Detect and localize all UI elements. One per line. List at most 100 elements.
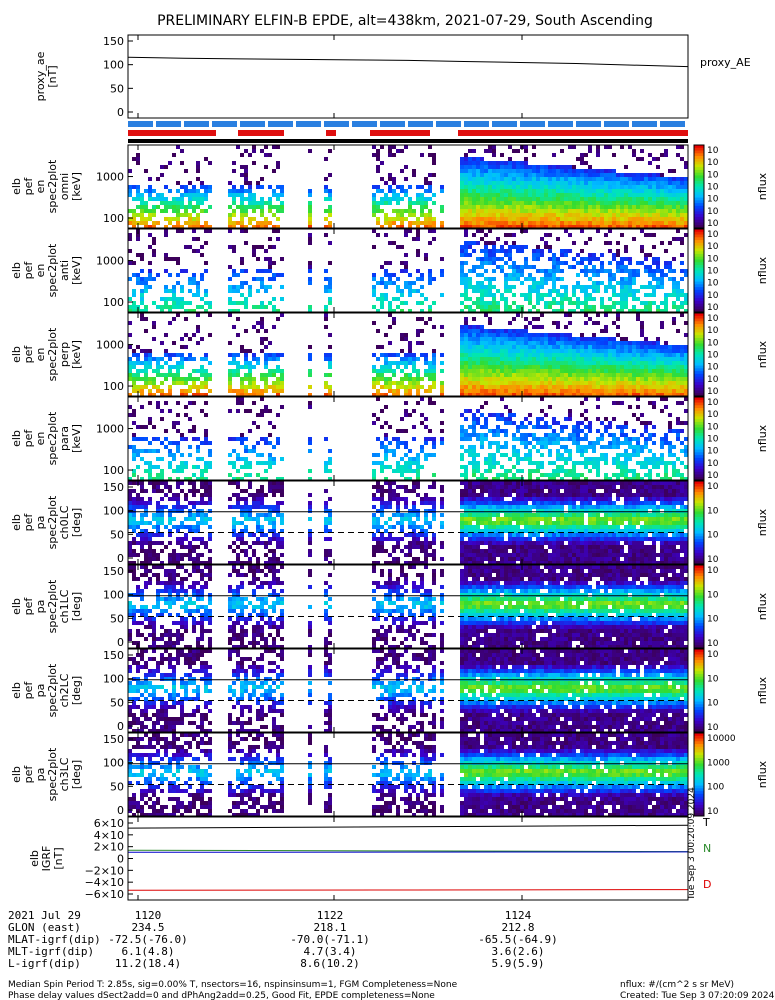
spec-cell xyxy=(228,265,232,269)
spec-cell xyxy=(472,249,476,253)
spec-cell xyxy=(136,369,140,373)
spec-cell xyxy=(428,309,432,313)
spec-cell xyxy=(472,317,476,321)
spec-cell xyxy=(232,273,236,277)
spec-cell xyxy=(392,317,396,321)
spec-cell xyxy=(412,461,416,465)
spec-cell xyxy=(280,185,284,189)
spec-cell xyxy=(628,177,632,181)
spec-cell xyxy=(684,397,688,401)
spec-cell xyxy=(652,157,656,161)
colorbar-cell xyxy=(694,237,704,241)
spec-cell xyxy=(136,449,140,453)
spec-cell xyxy=(676,433,680,437)
spec-cell xyxy=(468,329,472,333)
spec-cell xyxy=(412,169,416,173)
spec-cell xyxy=(460,273,464,277)
spec-cell xyxy=(592,389,596,393)
spec-cell xyxy=(648,273,652,277)
spec-cell xyxy=(328,277,332,281)
spec-cell xyxy=(192,473,196,477)
spec-cell xyxy=(668,241,672,245)
spec-cell xyxy=(592,369,596,373)
spec-cell xyxy=(556,377,560,381)
spec-cell xyxy=(252,161,256,165)
spec-cell xyxy=(504,181,508,185)
colorbar-cell xyxy=(694,313,704,317)
spec-cell xyxy=(612,381,616,385)
panel-frame xyxy=(127,34,689,119)
spec-cell xyxy=(416,197,420,201)
spec-cell xyxy=(624,201,628,205)
spec-cell xyxy=(592,461,596,465)
spec-cell xyxy=(428,189,432,193)
spec-cell xyxy=(604,241,608,245)
spec-cell xyxy=(476,185,480,189)
spec-cell xyxy=(536,245,540,249)
spec-cell xyxy=(272,369,276,373)
spec-cell xyxy=(580,365,584,369)
spec-cell xyxy=(672,169,676,173)
spec-cell xyxy=(532,217,536,221)
spec-cell xyxy=(400,377,404,381)
spec-cell xyxy=(656,393,660,397)
spec-cell xyxy=(376,205,380,209)
spec-cell xyxy=(584,337,588,341)
spec-cell xyxy=(148,545,152,549)
spec-cell xyxy=(596,405,600,409)
spec-cell xyxy=(496,225,500,229)
spec-cell xyxy=(492,337,496,341)
spec-cell xyxy=(472,457,476,461)
spec-cell xyxy=(496,237,500,241)
spec-cell xyxy=(392,209,396,213)
spec-cell xyxy=(472,421,476,425)
spec-cell xyxy=(240,189,244,193)
spec-cell xyxy=(500,377,504,381)
spec-cell xyxy=(468,309,472,313)
spec-cell xyxy=(440,421,444,425)
spec-cell xyxy=(612,365,616,369)
spec-cell xyxy=(252,253,256,257)
spec-cell xyxy=(644,365,648,369)
spec-cell xyxy=(508,217,512,221)
spec-cell xyxy=(552,393,556,397)
spec-cell xyxy=(324,381,328,385)
spec-cell xyxy=(644,205,648,209)
spec-cell xyxy=(488,261,492,265)
spec-cell xyxy=(308,345,312,349)
spec-cell xyxy=(164,217,168,221)
spec-cell xyxy=(380,345,384,349)
spec-cell xyxy=(536,393,540,397)
spec-cell xyxy=(584,345,588,349)
spec-cell xyxy=(536,477,540,481)
spec-cell xyxy=(492,433,496,437)
spec-cell xyxy=(148,557,152,561)
spec-cell xyxy=(548,369,552,373)
spec-cell xyxy=(440,333,444,337)
spec-cell xyxy=(476,349,480,353)
spec-cell xyxy=(572,337,576,341)
spec-cell xyxy=(532,389,536,393)
spec-cell xyxy=(164,253,168,257)
spec-cell xyxy=(416,465,420,469)
spec-cell xyxy=(648,473,652,477)
spec-cell xyxy=(480,225,484,229)
spec-cell xyxy=(648,377,652,381)
spec-cell xyxy=(620,465,624,469)
spec-cell xyxy=(244,301,248,305)
spec-cell xyxy=(544,393,548,397)
spec-cell xyxy=(652,373,656,377)
spec-cell xyxy=(660,349,664,353)
spec-cell xyxy=(256,329,260,333)
spec-cell xyxy=(328,297,332,301)
spec-cell xyxy=(324,233,328,237)
spec-cell xyxy=(464,333,468,337)
spec-cell xyxy=(508,221,512,225)
spec-cell xyxy=(580,461,584,465)
spec-cell xyxy=(608,273,612,277)
spec-cell xyxy=(192,273,196,277)
spec-cell xyxy=(664,349,668,353)
spec-cell xyxy=(596,437,600,441)
spec-cell xyxy=(424,213,428,217)
spec-cell xyxy=(512,381,516,385)
